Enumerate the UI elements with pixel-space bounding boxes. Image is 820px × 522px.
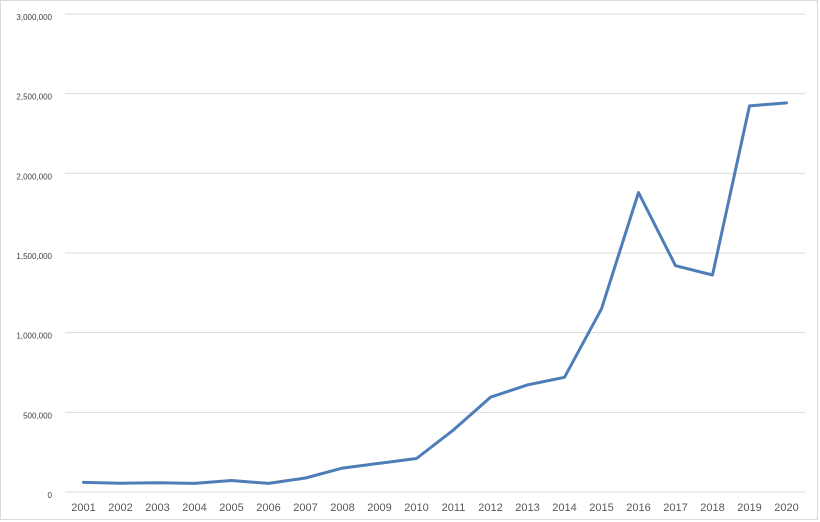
y-tick-label: 2,000,000 [16, 172, 52, 181]
x-tick-label: 2012 [478, 502, 502, 514]
y-tick-label: 2,500,000 [16, 93, 52, 102]
x-tick-label: 2014 [552, 502, 576, 514]
y-tick-label: 1,500,000 [16, 252, 52, 261]
y-tick-label: 3,000,000 [16, 13, 52, 22]
x-axis-labels: 2001 2002 2003 2004 2005 2006 2007 2008 2009 2010… [71, 502, 798, 514]
x-tick-label: 2018 [700, 502, 724, 514]
y-tick-label: 1,000,000 [16, 332, 52, 341]
x-tick-label: 2005 [219, 502, 243, 514]
x-tick-label: 2003 [145, 502, 169, 514]
y-tick-label: 0 [48, 491, 53, 500]
series-line [82, 101, 788, 485]
x-tick-label: 2019 [737, 502, 761, 514]
y-tick-label: 500,000 [23, 411, 52, 420]
gridlines [65, 13, 805, 493]
x-tick-label: 2016 [626, 502, 650, 514]
x-tick-label: 2006 [256, 502, 280, 514]
x-tick-label: 2008 [330, 502, 354, 514]
x-tick-label: 2011 [442, 502, 466, 514]
x-tick-label: 2015 [589, 502, 613, 514]
x-tick-label: 2010 [404, 502, 428, 514]
x-tick-label: 2013 [515, 502, 539, 514]
x-tick-label: 2009 [367, 502, 391, 514]
x-tick-label: 2001 [71, 502, 95, 514]
y-axis-labels: 0 500,000 1,000,000 1,500,000 2,000,000 2,500… [16, 13, 52, 500]
x-tick-label: 2004 [182, 502, 206, 514]
x-tick-label: 2017 [663, 502, 687, 514]
x-tick-label: 2002 [108, 502, 132, 514]
x-tick-label: 2020 [774, 502, 798, 514]
x-tick-label: 2007 [293, 502, 317, 514]
